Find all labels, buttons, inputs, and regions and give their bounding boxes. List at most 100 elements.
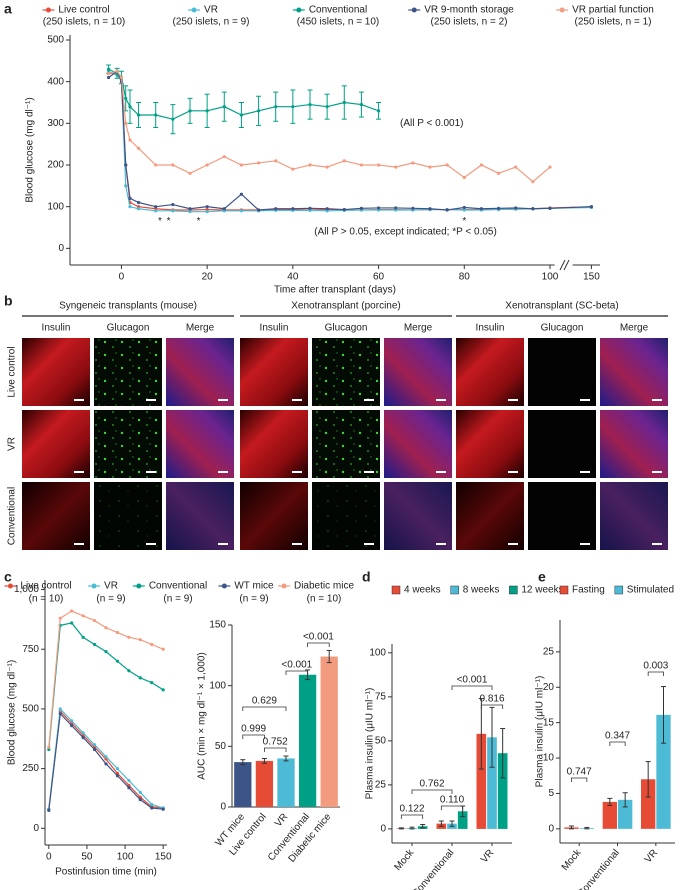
data-point: [119, 75, 124, 80]
data-point: [92, 743, 97, 747]
data-point: [222, 207, 226, 211]
data-point: [531, 180, 535, 184]
data-point: [58, 707, 62, 711]
x-tick-label: Conventional: [576, 848, 622, 890]
series-line: [108, 68, 379, 120]
y-tick-label: 10: [543, 753, 555, 764]
error-bar: [420, 824, 426, 829]
micrograph: [22, 338, 90, 406]
y-tick-label: 15: [543, 717, 555, 728]
legend-entry: 4 weeks: [391, 585, 441, 596]
data-point: [462, 205, 466, 210]
data-point: [325, 207, 329, 211]
data-point: [325, 165, 329, 169]
p-value: <0.001: [303, 632, 334, 643]
p-value: 0.122: [399, 804, 424, 815]
data-point: [70, 719, 74, 723]
group-title: Xenotransplant (SC-beta): [505, 301, 618, 312]
x-tick-label: 80: [459, 272, 471, 283]
p-value: 0.762: [419, 779, 444, 790]
y-tick-label: 100: [369, 647, 386, 658]
significance-asterisk: *: [197, 216, 201, 227]
legend-swatch: [559, 7, 565, 13]
data-point: [92, 642, 97, 647]
data-point: [239, 209, 244, 213]
significance-asterisk: *: [167, 216, 171, 227]
x-tick-label: 0: [119, 272, 125, 283]
data-point: [127, 778, 131, 783]
p-value: <0.001: [281, 660, 312, 671]
data-point: [239, 113, 244, 117]
legend-entry: VR (n = 9): [88, 581, 126, 605]
data-point: [171, 202, 175, 207]
legend-detail: (n = 9): [96, 594, 125, 605]
legend-detail: (250 islets, n = 2): [431, 17, 508, 28]
data-point: [138, 638, 142, 642]
bar: [234, 762, 252, 807]
scale-bar: [580, 471, 590, 473]
data-point: [171, 209, 175, 213]
series-line: [108, 72, 592, 211]
legend-entry: 8 weeks: [450, 585, 499, 596]
micrograph: [600, 482, 668, 550]
scale-bar: [146, 471, 156, 473]
p-value: 0.999: [241, 724, 266, 735]
data-point: [92, 747, 97, 752]
x-axis-label: Time after transplant (days): [274, 285, 396, 296]
x-tick-label: VR: [273, 812, 290, 830]
legend-label: VR: [104, 581, 118, 592]
scale-bar: [580, 543, 590, 545]
data-point: [205, 205, 209, 209]
data-point: [106, 71, 111, 75]
data-point: [308, 102, 312, 107]
micrograph: [22, 410, 90, 478]
p-value: 0.110: [440, 795, 465, 806]
data-point: [70, 724, 74, 728]
bracket-line: [285, 670, 308, 675]
annotation: (All P < 0.001): [400, 118, 463, 129]
legend-label: Live control: [58, 5, 109, 16]
legend-label: VR: [204, 5, 218, 16]
legend-swatch: [191, 7, 197, 13]
significance-bracket: 0.752: [263, 737, 288, 752]
micrograph: [384, 410, 452, 478]
data-point: [154, 163, 158, 167]
micrograph: [166, 338, 234, 406]
legend-swatch: [281, 583, 287, 589]
micrograph: [94, 482, 162, 550]
error-bar: [261, 757, 267, 764]
scale-bar: [218, 471, 228, 473]
micrograph: [312, 410, 380, 478]
scale-bar: [508, 471, 518, 473]
p-value: 0.347: [605, 731, 630, 742]
panel-label: b: [4, 293, 13, 309]
x-tick-label: VR: [643, 848, 660, 866]
data-point: [291, 105, 295, 109]
channel-header: Glucagon: [107, 323, 150, 334]
series-line: [108, 70, 551, 183]
significance-bracket: 0.999: [241, 724, 267, 739]
data-point: [274, 159, 278, 163]
channel-header: Insulin: [42, 323, 71, 334]
error-bar: [283, 755, 289, 762]
y-tick-label: 50: [375, 735, 387, 746]
error-bar: [398, 827, 404, 830]
legend-entry: Live control(250 islets, n = 10): [42, 5, 125, 28]
bracket-line: [307, 642, 330, 647]
error-bar: [326, 649, 332, 664]
x-tick-label: 150: [583, 272, 600, 283]
scale-bar: [580, 399, 590, 401]
data-point: [428, 207, 432, 211]
bar: [487, 737, 497, 829]
scale-bar: [74, 399, 84, 401]
data-point: [47, 808, 51, 812]
row-label: VR: [7, 437, 18, 451]
x-tick-label: Conventional: [410, 848, 456, 890]
series-line: [48, 610, 164, 748]
error-bar: [661, 686, 666, 744]
bracket-line: [242, 706, 287, 711]
data-point: [188, 210, 192, 214]
micrograph: [166, 410, 234, 478]
data-point: [127, 635, 131, 639]
error-bar: [645, 761, 651, 798]
